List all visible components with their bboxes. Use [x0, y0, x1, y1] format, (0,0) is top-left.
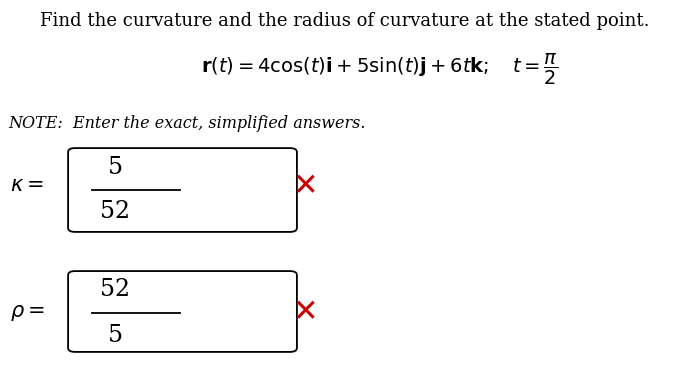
Text: $\rho =$: $\rho =$ — [10, 303, 45, 323]
Text: $\mathbf{r}(t) = 4\cos(t)\mathbf{i} + 5\sin(t)\mathbf{j} + 6t\mathbf{k};\quad t : $\mathbf{r}(t) = 4\cos(t)\mathbf{i} + 5\… — [201, 52, 558, 87]
Text: $\kappa =$: $\kappa =$ — [10, 176, 44, 194]
Text: NOTE:  Enter the exact, simplified answers.: NOTE: Enter the exact, simplified answer… — [8, 115, 366, 132]
Text: 5: 5 — [108, 323, 122, 346]
FancyBboxPatch shape — [68, 271, 297, 352]
Text: Find the curvature and the radius of curvature at the stated point.: Find the curvature and the radius of cur… — [40, 12, 650, 30]
FancyBboxPatch shape — [68, 148, 297, 232]
Text: ✕: ✕ — [292, 298, 318, 328]
Text: 5: 5 — [108, 156, 122, 179]
Text: ✕: ✕ — [292, 172, 318, 201]
Text: 52: 52 — [100, 278, 130, 301]
Text: 52: 52 — [100, 201, 130, 224]
